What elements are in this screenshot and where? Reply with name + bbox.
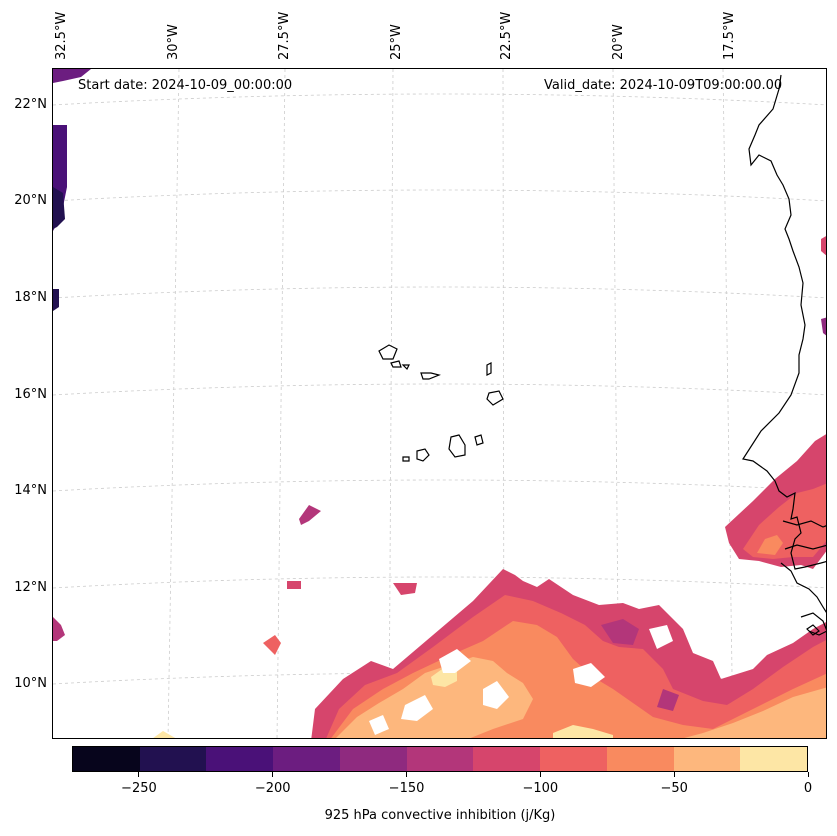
colorbar-swatch [540, 747, 607, 771]
colorbar-tick [673, 772, 675, 777]
meridian-17-5w [722, 69, 734, 738]
parallel-20n [53, 189, 826, 202]
colorbar-swatch [273, 747, 340, 771]
lon-label-32-5w: 32.5°W [54, 11, 69, 60]
cin-gap-6 [737, 623, 759, 643]
colorbar-tick-label: −200 [254, 781, 291, 796]
lon-label-22-5w: 22.5°W [499, 11, 514, 60]
parallel-18n [53, 286, 826, 299]
cin-belt-level-darkspot-2 [657, 689, 679, 711]
colorbar [72, 746, 808, 772]
island-sao-vicente [390, 360, 402, 368]
colorbar-swatch [339, 747, 407, 771]
lat-label-14n: 14°N [14, 483, 47, 498]
meridian-30w [167, 69, 180, 738]
colorbar-tick-label: −100 [522, 781, 559, 796]
guinea-bissau-islands [806, 624, 820, 636]
lon-label-20w: 20°W [611, 24, 626, 60]
cin-patch-right-mid [821, 317, 826, 336]
cin-gap-4 [573, 663, 605, 687]
colorbar-tick [539, 772, 541, 777]
cin-fill [53, 69, 826, 738]
start-date-label: Start date: 2024-10-09_00:00:00 [78, 78, 293, 93]
cin-gap-5 [649, 625, 673, 649]
cin-patch-left-dark [53, 187, 65, 229]
island-maio [474, 434, 484, 446]
cin-belt-level-darkspot [601, 619, 639, 645]
island-santa-luzia [401, 364, 410, 371]
island-sal [486, 362, 492, 376]
lat-label-10n: 10°N [14, 676, 47, 691]
colorbar-tick-label: 0 [803, 781, 813, 796]
cin-patch-small-5 [153, 731, 176, 738]
colorbar-tick [272, 772, 274, 777]
lon-label-27-5w: 27.5°W [277, 11, 292, 60]
parallel-16n [53, 383, 826, 396]
map-canvas [53, 69, 826, 738]
cin-patch-left-low [53, 617, 65, 641]
colorbar-tick [138, 772, 140, 777]
cin-gap-3 [483, 681, 509, 709]
cin-gap-1 [401, 695, 433, 721]
parallel-10n [53, 672, 826, 685]
cin-patch-top-left [53, 69, 91, 83]
colorbar-tick [406, 772, 408, 777]
parallel-14n [53, 479, 826, 492]
colorbar-swatch [206, 747, 274, 771]
africa-coast-south [780, 562, 826, 613]
island-santo-antao [378, 344, 398, 360]
lon-label-17-5w: 17.5°W [722, 11, 737, 60]
colorbar-swatch [673, 747, 741, 771]
valid-date-label: Valid_date: 2024-10-09T09:00:00.00 [544, 78, 783, 93]
lon-label-25w: 25°W [389, 24, 404, 60]
parallel-12n [53, 576, 826, 589]
colorbar-tick-label: −50 [660, 781, 688, 796]
lon-label-30w: 30°W [166, 24, 181, 60]
senegal-river-inlet [782, 520, 826, 528]
cin-patch-small-2 [287, 581, 301, 589]
lat-label-20n: 20°N [14, 193, 47, 208]
cin-patch-right-upper [821, 236, 826, 256]
meridian-25w [388, 69, 394, 738]
colorbar-swatch [73, 747, 140, 771]
cin-gap-7 [369, 715, 389, 735]
lat-label-22n: 22°N [14, 97, 47, 112]
colorbar-tick-label: −150 [388, 781, 425, 796]
island-brava [402, 456, 410, 462]
map-panel [52, 68, 827, 739]
colorbar-tick [807, 772, 809, 777]
meridian-27-5w [276, 69, 286, 738]
colorbar-tick-label: −250 [121, 781, 157, 796]
colorbar-swatch [473, 747, 541, 771]
cin-patch-small-4 [263, 635, 281, 655]
cin-gap-2 [439, 649, 471, 673]
gambia-inlet [784, 544, 826, 550]
cin-patch-small-1 [299, 505, 321, 525]
island-boa-vista [486, 390, 504, 406]
parallel-22n [53, 93, 826, 106]
coastlines [378, 74, 826, 636]
cin-belt-level-tan [336, 657, 533, 738]
island-santiago [448, 434, 466, 458]
cin-belt-coast-light [757, 535, 783, 555]
cin-patch-left-mid [53, 289, 59, 311]
colorbar-swatch [406, 747, 474, 771]
lat-label-16n: 16°N [14, 387, 47, 402]
colorbar-label: 925 hPa convective inhibition (j/Kg) [324, 808, 556, 823]
cin-belt-level-cream-2 [553, 725, 613, 738]
cin-patch-small-3 [393, 583, 417, 595]
africa-coastline [742, 74, 826, 570]
bissagos-coast [800, 612, 826, 636]
colorbar-swatch [740, 747, 808, 771]
island-fogo [416, 448, 430, 462]
colorbar-swatch [606, 747, 674, 771]
colorbar-swatch [139, 747, 207, 771]
lat-label-12n: 12°N [14, 580, 47, 595]
lat-label-18n: 18°N [14, 290, 47, 305]
cin-belt-level-tan-east [684, 687, 826, 738]
island-sao-nicolau [420, 372, 441, 380]
